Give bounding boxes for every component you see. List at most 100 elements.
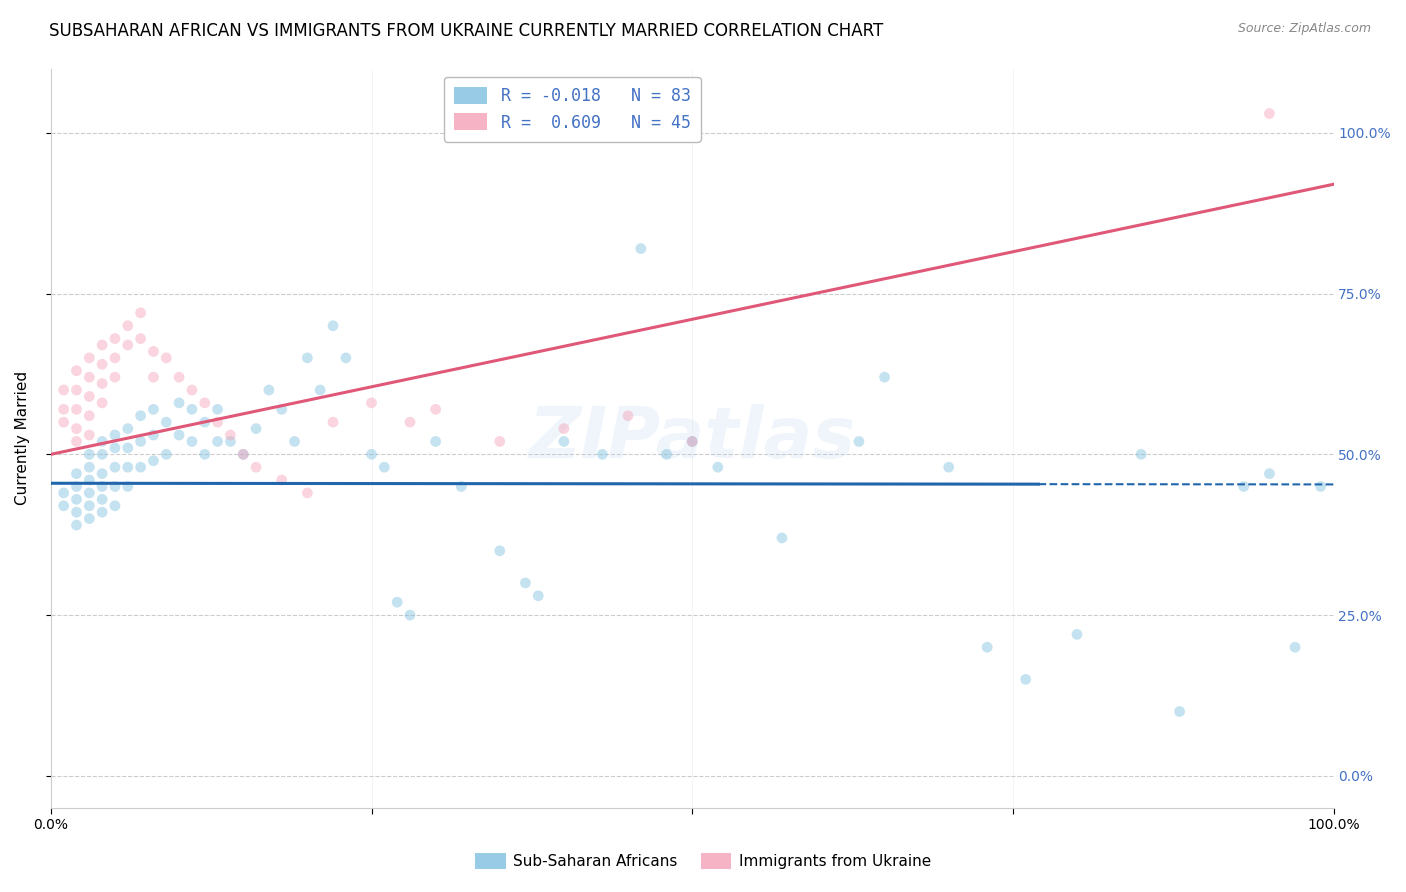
Point	[91, 338, 114, 352]
Point	[129, 409, 152, 423]
Point	[79, 447, 101, 461]
Y-axis label: Currently Married: Currently Married	[15, 371, 30, 505]
Point	[938, 460, 960, 475]
Point	[770, 531, 793, 545]
Point	[399, 608, 422, 623]
Point	[681, 434, 703, 449]
Point	[65, 479, 87, 493]
Point	[155, 351, 177, 365]
Point	[181, 383, 204, 397]
Point	[142, 454, 165, 468]
Point	[270, 402, 292, 417]
Point	[399, 415, 422, 429]
Point	[194, 447, 217, 461]
Point	[104, 332, 127, 346]
Point	[129, 306, 152, 320]
Point	[1309, 479, 1331, 493]
Point	[167, 396, 190, 410]
Text: ZIPatlas: ZIPatlas	[529, 404, 856, 473]
Point	[360, 396, 382, 410]
Point	[79, 486, 101, 500]
Point	[155, 447, 177, 461]
Point	[425, 402, 447, 417]
Point	[91, 492, 114, 507]
Point	[1258, 467, 1281, 481]
Text: SUBSAHARAN AFRICAN VS IMMIGRANTS FROM UKRAINE CURRENTLY MARRIED CORRELATION CHAR: SUBSAHARAN AFRICAN VS IMMIGRANTS FROM UK…	[49, 22, 883, 40]
Point	[129, 332, 152, 346]
Point	[117, 338, 139, 352]
Point	[117, 460, 139, 475]
Point	[52, 383, 75, 397]
Point	[194, 396, 217, 410]
Point	[104, 460, 127, 475]
Point	[322, 415, 344, 429]
Point	[297, 486, 319, 500]
Point	[52, 402, 75, 417]
Point	[65, 467, 87, 481]
Point	[65, 402, 87, 417]
Point	[91, 434, 114, 449]
Legend: R = -0.018   N = 83, R =  0.609   N = 45: R = -0.018 N = 83, R = 0.609 N = 45	[444, 77, 700, 142]
Point	[79, 428, 101, 442]
Point	[104, 428, 127, 442]
Point	[117, 441, 139, 455]
Point	[65, 434, 87, 449]
Point	[283, 434, 305, 449]
Point	[117, 479, 139, 493]
Point	[79, 460, 101, 475]
Point	[848, 434, 870, 449]
Point	[1284, 640, 1306, 655]
Legend: Sub-Saharan Africans, Immigrants from Ukraine: Sub-Saharan Africans, Immigrants from Uk…	[470, 847, 936, 875]
Point	[707, 460, 730, 475]
Point	[181, 402, 204, 417]
Point	[488, 543, 510, 558]
Point	[232, 447, 254, 461]
Point	[450, 479, 472, 493]
Point	[207, 415, 229, 429]
Point	[1066, 627, 1088, 641]
Point	[91, 479, 114, 493]
Point	[104, 499, 127, 513]
Point	[142, 344, 165, 359]
Point	[976, 640, 998, 655]
Point	[630, 242, 652, 256]
Point	[207, 434, 229, 449]
Point	[79, 511, 101, 525]
Point	[91, 376, 114, 391]
Point	[65, 518, 87, 533]
Point	[1130, 447, 1153, 461]
Point	[52, 486, 75, 500]
Point	[142, 370, 165, 384]
Point	[79, 499, 101, 513]
Point	[117, 422, 139, 436]
Point	[1168, 705, 1191, 719]
Point	[617, 409, 640, 423]
Point	[52, 499, 75, 513]
Point	[167, 428, 190, 442]
Text: Source: ZipAtlas.com: Source: ZipAtlas.com	[1237, 22, 1371, 36]
Point	[104, 479, 127, 493]
Point	[232, 447, 254, 461]
Point	[194, 415, 217, 429]
Point	[219, 434, 242, 449]
Point	[257, 383, 280, 397]
Point	[104, 441, 127, 455]
Point	[309, 383, 332, 397]
Point	[655, 447, 678, 461]
Point	[181, 434, 204, 449]
Point	[527, 589, 550, 603]
Point	[79, 370, 101, 384]
Point	[167, 370, 190, 384]
Point	[335, 351, 357, 365]
Point	[155, 415, 177, 429]
Point	[91, 505, 114, 519]
Point	[1233, 479, 1256, 493]
Point	[65, 383, 87, 397]
Point	[79, 389, 101, 403]
Point	[219, 428, 242, 442]
Point	[873, 370, 896, 384]
Point	[142, 428, 165, 442]
Point	[207, 402, 229, 417]
Point	[79, 351, 101, 365]
Point	[681, 434, 703, 449]
